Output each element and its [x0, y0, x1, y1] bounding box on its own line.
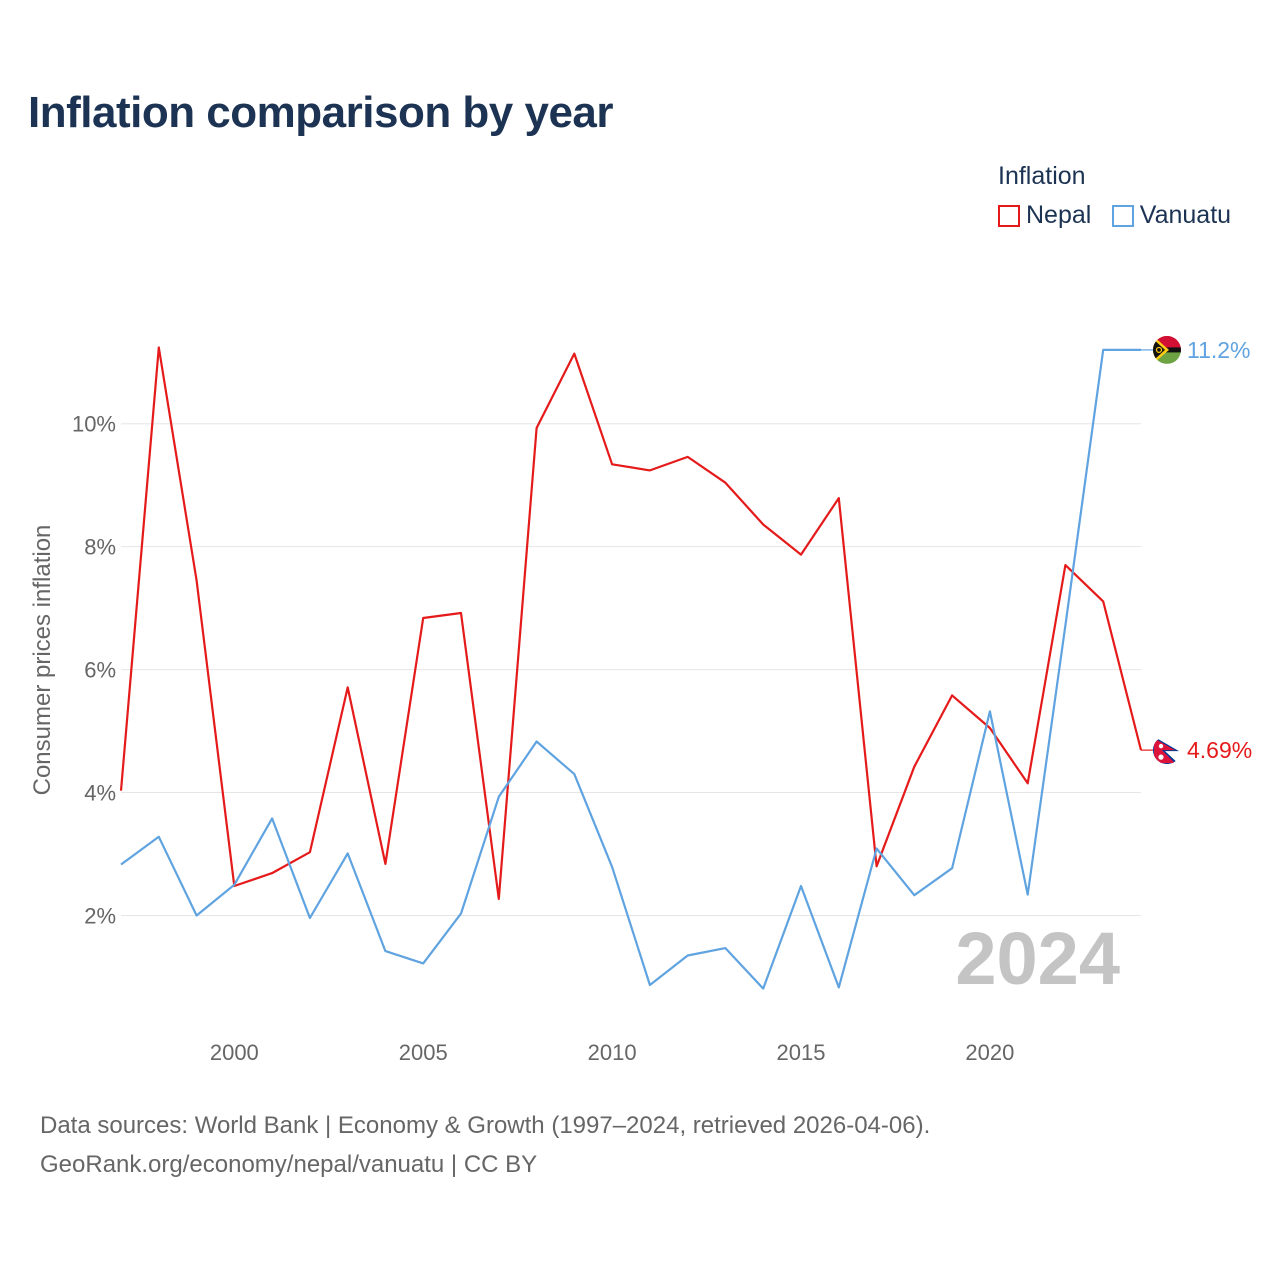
legend-label-vanuatu: Vanuatu [1139, 201, 1232, 229]
source-note: Data sources: World Bank | Economy & Gro… [40, 1106, 930, 1184]
legend-title: Inflation [998, 162, 1086, 190]
end-value-label-vanuatu: 11.2% [1187, 337, 1251, 363]
x-tick-label: 2010 [588, 1040, 637, 1065]
chart-title: Inflation comparison by year [28, 88, 614, 137]
legend: Inflation Nepal Vanuatu [998, 162, 1247, 232]
legend-swatch-nepal [998, 204, 1020, 227]
series-line-vanuatu [120, 348, 1141, 990]
y-tick-label: 4% [84, 781, 116, 806]
legend-swatch-vanuatu [1111, 204, 1134, 227]
x-tick-label: 2020 [965, 1040, 1014, 1065]
y-tick-label: 6% [84, 658, 116, 683]
vanuatu-flag-icon [1153, 335, 1181, 364]
x-tick-label: 2015 [777, 1040, 826, 1065]
series-line-nepal [119, 346, 1143, 901]
legend-item-vanuatu[interactable]: Vanuatu [1111, 201, 1232, 230]
legend-label-nepal: Nepal [1026, 201, 1092, 229]
x-tick-label: 2005 [399, 1040, 448, 1065]
source-line-1: Data sources: World Bank | Economy & Gro… [40, 1112, 931, 1139]
legend-item-nepal[interactable]: Nepal [998, 201, 1091, 230]
y-axis-label: Consumer prices inflation [29, 525, 56, 796]
y-tick-label: 8% [84, 535, 116, 560]
y-tick-label: 2% [84, 903, 116, 928]
year-watermark: 2024 [955, 917, 1120, 1000]
nepal-flag-icon [1153, 736, 1181, 765]
end-value-label-nepal: 4.69% [1187, 737, 1252, 763]
y-tick-label: 10% [72, 412, 116, 437]
source-line-2[interactable]: GeoRank.org/economy/nepal/vanuatu | CC B… [40, 1151, 538, 1178]
x-tick-label: 2000 [210, 1040, 259, 1065]
